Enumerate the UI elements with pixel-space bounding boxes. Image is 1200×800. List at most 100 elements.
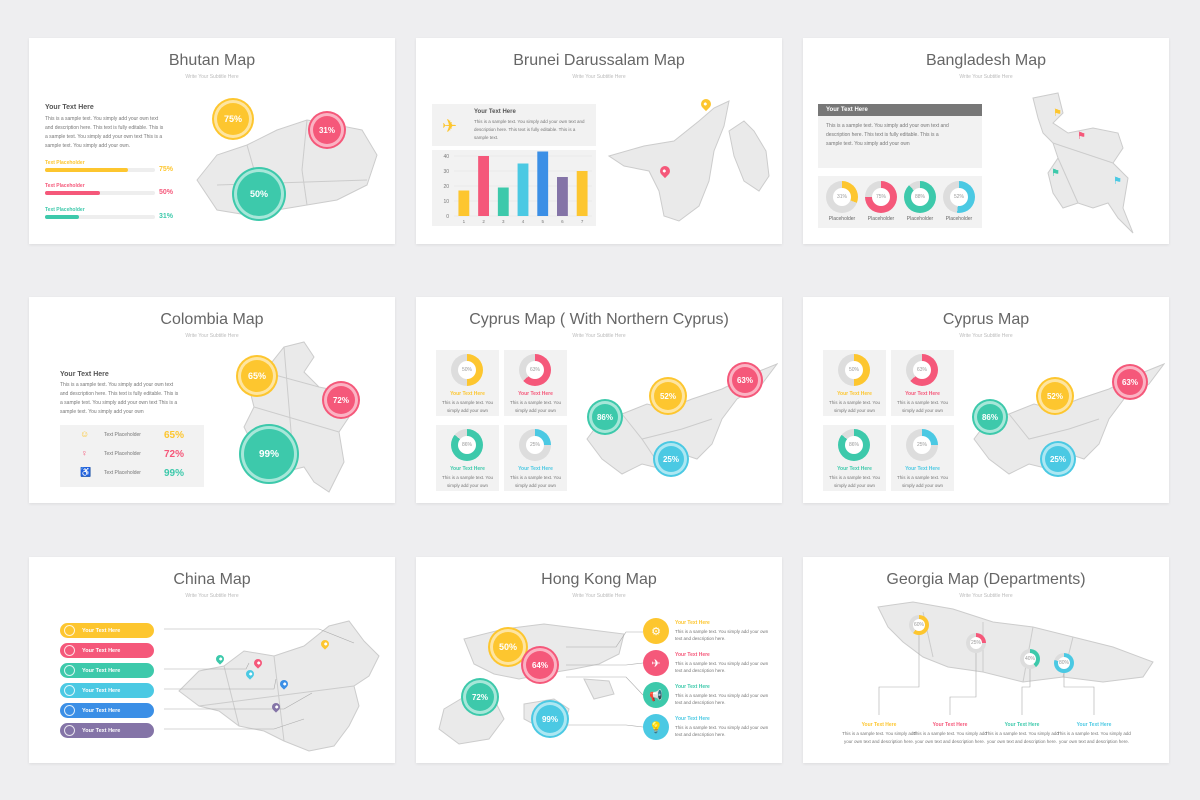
bar [576,171,588,216]
slide-title: Brunei Darussalam Map [513,52,685,69]
item-body: This is a sample text. You simply add yo… [1057,731,1131,744]
x-tick-label: 6 [561,219,564,224]
x-tick-label: 4 [522,219,525,224]
brunei-map [607,100,770,222]
slide-title: Bangladesh Map [925,52,1047,69]
donut-chart: 63% [906,354,938,386]
list-item[interactable]: Your Text Here [60,723,154,738]
donut-label: Placeholder [828,216,856,222]
stat-card: 63% Your Text Here This is a sample text. … [891,350,954,416]
donut-chart: 31% [826,181,858,213]
slide-title: China Map [173,571,251,588]
slide-cyprus[interactable]: Cyprus Map Write Your Subtitle Here 50% Y… [803,297,1169,503]
y-tick-label: 0 [446,214,449,220]
slide-subtitle: Write Your Subtitle Here [959,593,1013,599]
bubble-percent: 50% [493,632,523,662]
card-header: Your Text Here [818,104,982,116]
slide-hongkong[interactable]: Hong Kong Map Write Your Subtitle Here 5… [416,557,782,763]
item-heading: Your Text Here [1076,722,1112,728]
bubble-percent: 99% [536,705,564,733]
row-percent: 72% [164,449,185,460]
row-label: Text Placeholder [104,470,141,476]
woman-icon: ♀ [81,448,88,458]
bar-label: Text Placeholder [45,207,85,213]
progress-bar [45,168,155,172]
row-percent: 65% [164,430,185,441]
donut-chart: 80% [1054,653,1074,673]
people-icon [64,725,75,736]
apple-icon [64,705,75,716]
item-heading: Your Text Here [675,716,710,722]
list-item[interactable]: Your Text Here [60,643,154,658]
bubble-percent: 52% [654,382,682,410]
donut-chart: 50% [451,354,483,386]
slide-subtitle: Write Your Subtitle Here [959,333,1013,339]
donut-chart: 75% [865,181,897,213]
donut-chart: 25% [906,429,938,461]
bar [458,190,470,216]
row-label: Text Placeholder [104,432,141,438]
slide-georgia[interactable]: Georgia Map (Departments) Write Your Sub… [803,557,1169,763]
person-icon: ☺ [80,429,90,439]
y-tick-label: 20 [443,184,449,190]
gear-icon: ⚙ [643,618,669,644]
card-heading: Your Text Here [450,466,485,472]
flag-icon: ⚑ [1077,131,1086,142]
bar-percent: 75% [159,166,174,173]
slide-subtitle: Write Your Subtitle Here [959,74,1013,80]
card-heading: Your Text Here [837,466,872,472]
stat-card: 50% Your Text Here This is a sample text. … [436,350,499,416]
slide-title: Georgia Map (Departments) [886,571,1086,588]
list-item[interactable]: Your Text Here [60,703,154,718]
flag-icon: ⚑ [1051,168,1060,179]
bar-label: Text Placeholder [45,183,85,189]
bubble-percent: 64% [526,651,554,679]
slide-title: Hong Kong Map [541,571,657,588]
bubble-percent: 25% [658,446,684,472]
bubble-percent: 63% [732,367,758,393]
bubble-percent: 50% [237,172,281,216]
card-body: This is a sample text. You simply add yo… [896,400,949,413]
list-item[interactable]: Your Text Here [60,663,154,678]
card-heading: Your Text Here [837,391,872,397]
x-tick-label: 5 [541,219,544,224]
item-heading: Your Text Here [932,722,968,728]
item-body: This is a sample text. You simply add yo… [675,629,769,641]
text-card: ✈ Your Text Here This is a sample text. … [432,104,596,146]
stat-card: 86% Your Text Here This is a sample text. … [823,425,886,491]
item-heading: Your Text Here [675,684,710,690]
list-item[interactable]: Your Text Here [60,623,154,638]
row-label: Text Placeholder [104,451,141,457]
slide-bangladesh[interactable]: Bangladesh Map Write Your Subtitle Here … [803,38,1169,244]
list-item[interactable]: Your Text Here [60,683,154,698]
donut-chart: 25% [966,633,986,653]
card-body: This is a sample text. You simply add yo… [509,400,562,413]
slide-title: Bhutan Map [168,52,256,69]
globe-icon [64,645,75,656]
slide-brunei[interactable]: Brunei Darussalam Map Write Your Subtitl… [416,38,782,244]
item-body: This is a sample text. You simply add yo… [842,731,916,744]
card-heading: Your Text Here [518,391,553,397]
donut-chart: 52% [943,181,975,213]
x-tick-label: 3 [502,219,505,224]
slide-cyprus-north[interactable]: Cyprus Map ( With Northern Cyprus) Write… [416,297,782,503]
slide-title: Colombia Map [160,311,264,328]
row-percent: 99% [164,468,185,479]
slide-title: Cyprus Map ( With Northern Cyprus) [469,311,729,328]
bar-label: Text Placeholder [45,160,85,166]
slide-subtitle: Write Your Subtitle Here [572,593,626,599]
connector-lines [566,631,644,728]
slide-colombia[interactable]: Colombia Map Write Your Subtitle Here Yo… [29,297,395,503]
gift-icon [64,685,75,696]
donut-chart: 40% [1020,649,1040,669]
donut-label: Placeholder [867,216,895,222]
card-heading: Your Text Here [905,466,940,472]
slide-china[interactable]: China Map Write Your Subtitle Here Your … [29,557,395,763]
slide-subtitle: Write Your Subtitle Here [572,74,626,80]
y-tick-label: 30 [443,169,449,175]
item-body: This is a sample text. You simply add yo… [675,661,769,673]
card-body: This is a sample text. You simply add yo… [509,475,562,488]
text-body: This is a sample text. You simply add yo… [474,119,585,140]
megaphone-icon: 📢 [643,682,669,708]
slide-bhutan[interactable]: Bhutan Map Write Your Subtitle Here Your… [29,38,395,244]
